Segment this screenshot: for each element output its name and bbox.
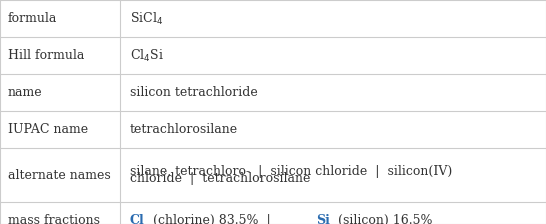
Text: Si: Si — [317, 214, 330, 224]
Text: IUPAC name: IUPAC name — [8, 123, 88, 136]
Text: silicon tetrachloride: silicon tetrachloride — [130, 86, 258, 99]
Text: (silicon) 16.5%: (silicon) 16.5% — [334, 214, 433, 224]
Text: name: name — [8, 86, 43, 99]
Text: silane, tetrachloro-  |  silicon chloride  |  silicon(IV): silane, tetrachloro- | silicon chloride … — [130, 165, 452, 178]
Text: Cl: Cl — [130, 214, 145, 224]
Text: mass fractions: mass fractions — [8, 214, 100, 224]
Text: Cl$_{4}$Si: Cl$_{4}$Si — [130, 47, 164, 64]
Text: (chlorine) 83.5%  |: (chlorine) 83.5% | — [149, 214, 279, 224]
Text: formula: formula — [8, 12, 57, 25]
Text: tetrachlorosilane: tetrachlorosilane — [130, 123, 238, 136]
Text: SiCl$_{4}$: SiCl$_{4}$ — [130, 11, 163, 27]
Text: chloride  |  tetrachlorosilane: chloride | tetrachlorosilane — [130, 172, 310, 185]
Text: Hill formula: Hill formula — [8, 49, 85, 62]
Text: alternate names: alternate names — [8, 168, 111, 181]
